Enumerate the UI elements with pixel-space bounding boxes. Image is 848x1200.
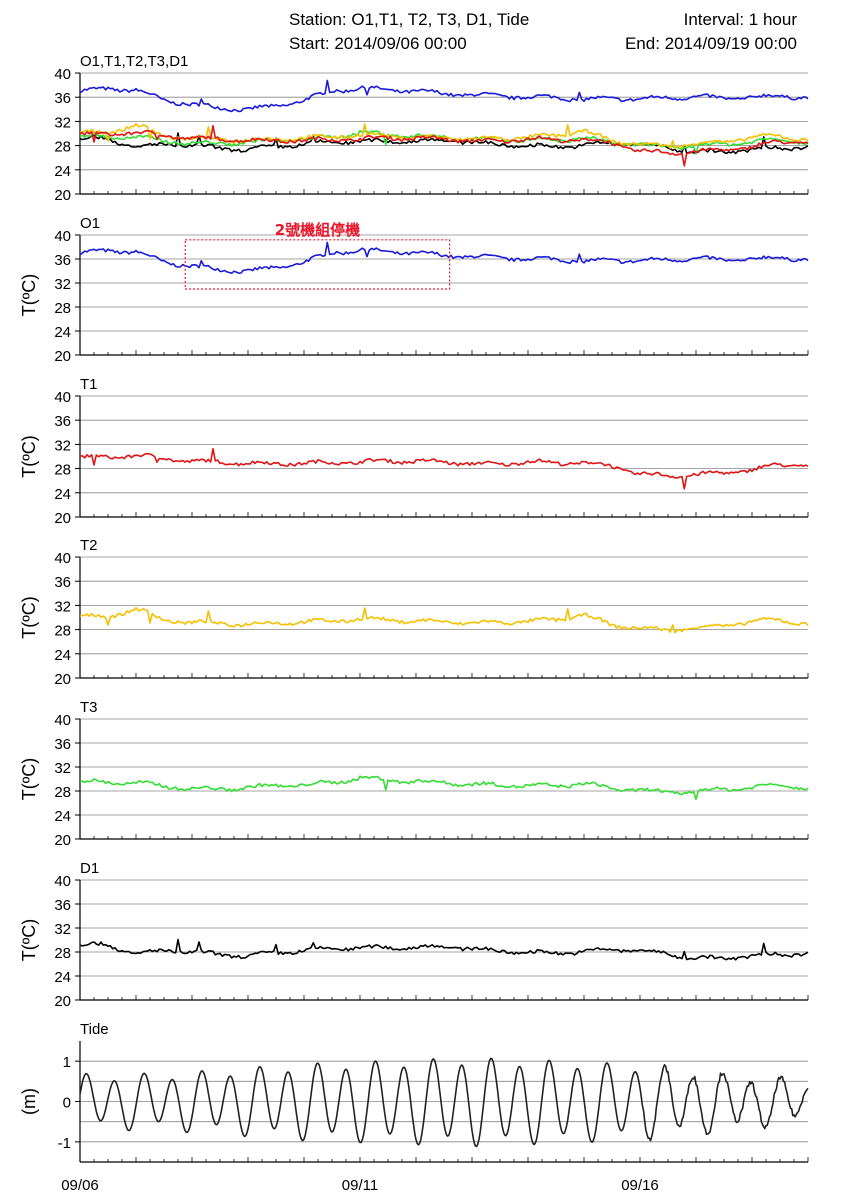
- end-label: End: 2014/09/19 00:00: [624, 34, 797, 53]
- panel-o1: 20 24 28 32 36 40 O1 T(ºC) 2號機組停機: [19, 215, 809, 365]
- panel-t3: 20 24 28 32 36 40 T3 T(ºC): [19, 699, 809, 849]
- y-axis-label: T(ºC): [19, 435, 39, 478]
- y-tick-label: 24: [54, 808, 71, 825]
- y-tick-label: 28: [54, 945, 71, 962]
- y-tick-label: 36: [54, 574, 71, 591]
- y-tick-label: 20: [54, 832, 71, 849]
- panel-title: Tide: [80, 1021, 109, 1038]
- y-tick-label: 28: [54, 139, 71, 156]
- panel-t1: 20 24 28 32 36 40 T1 T(ºC): [19, 376, 809, 527]
- y-tick-label: 20: [54, 993, 71, 1010]
- panel-t2: 20 24 28 32 36 40 T2 T(ºC): [19, 537, 809, 688]
- y-tick-label: 32: [54, 276, 71, 293]
- y-tick-label: 24: [54, 486, 71, 503]
- y-tick-label: 36: [54, 90, 71, 107]
- series-line-t3: [79, 129, 809, 155]
- panel-title: T3: [80, 699, 98, 716]
- y-tick-label: 28: [54, 784, 71, 801]
- interval-label: Interval: 1 hour: [683, 10, 797, 29]
- panel-title: D1: [80, 860, 99, 877]
- y-tick-label: 32: [54, 598, 71, 615]
- y-tick-label: 24: [54, 163, 71, 180]
- y-tick-label: 28: [54, 623, 71, 640]
- y-tick-label: 40: [54, 712, 71, 729]
- series-line-t2: [79, 606, 809, 634]
- shutdown-annotation-label: 2號機組停機: [275, 221, 360, 239]
- series-line-t1: [79, 448, 809, 490]
- y-tick-label: 32: [54, 437, 71, 454]
- y-tick-label: 40: [54, 873, 71, 890]
- panel-d1: 20 24 28 32 36 40 D1 T(ºC): [19, 860, 809, 1010]
- station-label: Station: O1,T1, T2, T3, D1, Tide: [289, 10, 530, 29]
- y-axis-label: (m): [19, 1088, 39, 1115]
- y-tick-label: 28: [54, 462, 71, 479]
- y-tick-label: 20: [54, 187, 71, 204]
- panel-o1-t1-t2-t3-d1: 20 24 28 32 36 40 O1,T1,T2,T3,D1: [54, 53, 809, 204]
- y-tick-label: 24: [54, 647, 71, 664]
- y-tick-label: 36: [54, 736, 71, 753]
- panel-tide: -1 0 1 Tide (m): [19, 1021, 809, 1163]
- y-axis-label: T(ºC): [19, 758, 39, 801]
- y-tick-label: 20: [54, 510, 71, 527]
- y-tick-label: 28: [54, 300, 71, 317]
- y-tick-label: 40: [54, 389, 71, 406]
- y-tick-label: 32: [54, 114, 71, 131]
- x-tick-label: 09/11: [342, 1177, 378, 1194]
- series-line-o1: [79, 241, 809, 274]
- y-tick-label: 36: [54, 897, 71, 914]
- y-tick-label: 20: [54, 671, 71, 688]
- y-axis-label: T(ºC): [19, 274, 39, 317]
- panel-title: O1: [80, 215, 100, 232]
- y-tick-label: 1: [63, 1054, 71, 1071]
- x-tick-label: 09/16: [621, 1177, 659, 1194]
- y-axis-label: T(ºC): [19, 596, 39, 639]
- series-line-d1: [79, 938, 809, 961]
- y-tick-label: 36: [54, 413, 71, 430]
- series-line-o1: [79, 79, 809, 113]
- panel-title: T2: [80, 537, 98, 554]
- y-axis-label: T(ºC): [19, 919, 39, 962]
- y-tick-label: 24: [54, 324, 71, 341]
- panel-title: T1: [80, 376, 98, 393]
- y-tick-label: 0: [63, 1095, 71, 1112]
- start-label: Start: 2014/09/06 00:00: [289, 34, 467, 53]
- y-tick-label: 24: [54, 969, 71, 986]
- series-line-t3: [79, 775, 809, 801]
- shutdown-annotation-box: [184, 239, 451, 290]
- x-tick-label: 09/06: [61, 1177, 99, 1194]
- series-line-tide: [79, 1057, 809, 1148]
- panel-title: O1,T1,T2,T3,D1: [80, 53, 188, 70]
- y-tick-label: 32: [54, 760, 71, 777]
- y-tick-label: 40: [54, 228, 71, 245]
- y-tick-label: 20: [54, 348, 71, 365]
- y-tick-label: 40: [54, 66, 71, 83]
- series-line-t1: [79, 125, 809, 167]
- y-tick-label: 32: [54, 921, 71, 938]
- y-tick-label: 36: [54, 252, 71, 269]
- y-tick-label: -1: [58, 1135, 71, 1152]
- y-tick-label: 40: [54, 550, 71, 567]
